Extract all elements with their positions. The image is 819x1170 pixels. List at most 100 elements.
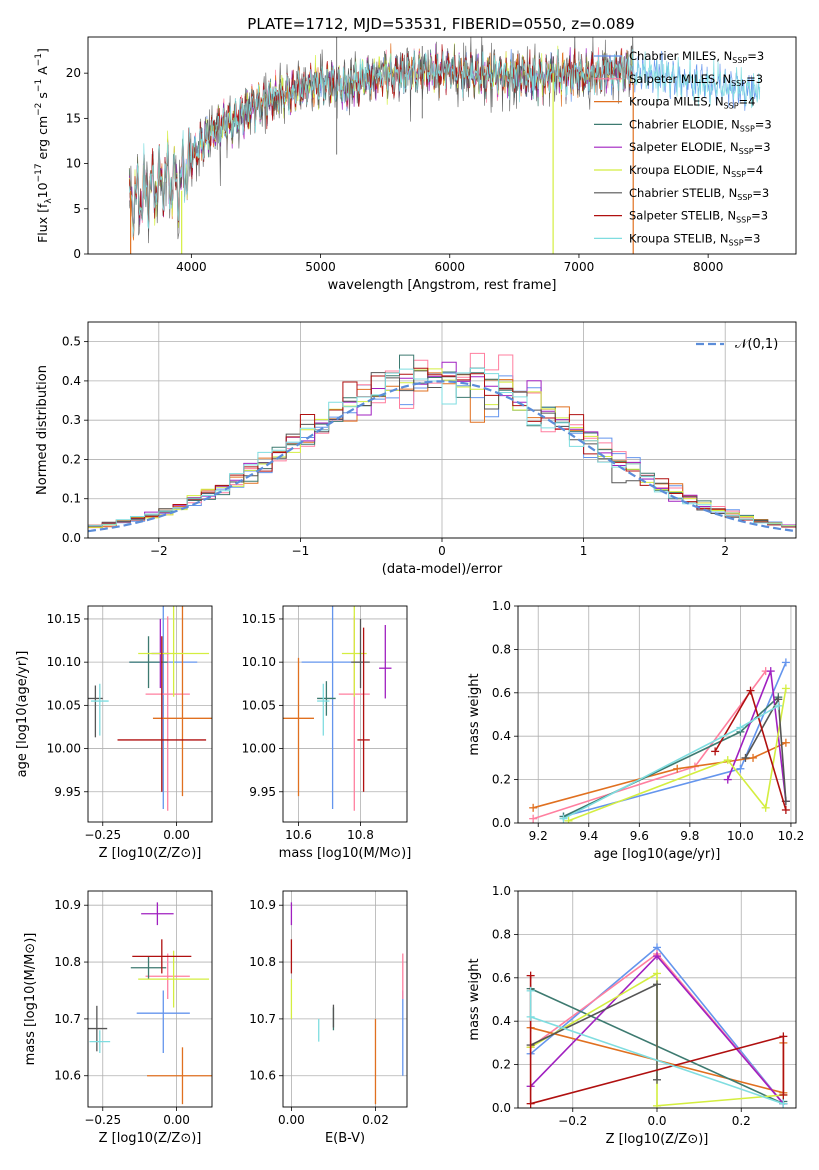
- x-axis-label: (data-model)/error: [382, 562, 503, 577]
- legend-label: Chabrier STELIB, NSSP=3: [629, 186, 769, 202]
- axes-frame: [87, 605, 213, 823]
- x-tick-label: 7000: [564, 260, 595, 274]
- legend-label-sub: SSP: [739, 147, 754, 156]
- legend-label-sub: SSP: [731, 170, 746, 179]
- y-axis-label: mass [log10(M/M⊙)]: [23, 933, 38, 1066]
- weight-line: [568, 688, 787, 822]
- y-tick-label: 0.0: [492, 816, 511, 830]
- y-tick-label: 0.4: [62, 374, 81, 388]
- legend-label: Chabrier MILES, NSSP=3: [629, 49, 764, 65]
- legend-label-text: Chabrier MILES, N: [629, 49, 732, 63]
- y-tick-label: 10.05: [242, 698, 276, 712]
- legend-label: Salpeter MILES, NSSP=3: [629, 72, 763, 88]
- x-tick-label: 8000: [693, 260, 724, 274]
- y-tick-label: 10.05: [47, 698, 81, 712]
- weight-line: [563, 705, 779, 820]
- x-tick-label: −0.25: [84, 1113, 121, 1127]
- legend-label: 𝒩(0,1): [735, 337, 778, 352]
- age-vs-metallicity-panel: −0.25 0.00 9.95 10.00 10.05 10.10 10.15 Z [log1…: [15, 605, 213, 861]
- x-tick-label: 1: [580, 544, 588, 558]
- grid: [283, 891, 407, 1107]
- gaussian-curve: [88, 380, 794, 533]
- x-axis-label: age [log10(age/yr)]: [594, 847, 721, 862]
- y-tick-label: 10.8: [54, 955, 81, 969]
- mass-vs-extinction-panel: 0.00 0.02 10.6 10.7 10.8 10.9 E(B-V): [249, 890, 408, 1146]
- mass-weight-vs-metallicity-panel: −0.2 0.0 0.2 0.0 0.2 0.4 0.6 0.8 1.0 Z [log10(Z/Z…: [467, 884, 797, 1147]
- y-tick-label: 10.15: [47, 612, 81, 626]
- plot-area: [290, 902, 404, 1105]
- legend-label-text: Salpeter ELODIE, N: [629, 140, 739, 154]
- axes-frame: [282, 605, 408, 823]
- y-axis-label: Flux [fλ10−17 erg cm−2 s−1 A−1]: [34, 48, 54, 243]
- y-axis-label-part: 10: [35, 182, 50, 198]
- y-tick-label: 0.0: [62, 531, 81, 545]
- y-tick-label: 0.4: [492, 1014, 511, 1028]
- y-tick-label: 5: [73, 202, 81, 216]
- plot-area: [88, 606, 212, 811]
- legend-label: Kroupa STELIB, NSSP=3: [629, 231, 760, 247]
- legend-label-suffix: =4: [746, 163, 763, 177]
- x-tick-label: 0.00: [163, 828, 190, 842]
- y-tick-label: 15: [66, 111, 81, 125]
- y-tick-label: 0.2: [492, 773, 511, 787]
- legend-label-suffix: =3: [746, 72, 763, 86]
- axes-frame: [87, 36, 797, 255]
- y-tick-label: 0.2: [492, 1058, 511, 1072]
- legend: 𝒩(0,1): [696, 337, 778, 352]
- y-axis-label-part: −2: [34, 103, 44, 116]
- y-axis-label-part: −1: [34, 79, 44, 92]
- y-axis-label-part: erg cm: [35, 116, 50, 164]
- x-axis-label: Z [log10(Z/Z⊙)]: [99, 846, 202, 861]
- x-tick-label: 10.2: [778, 829, 805, 843]
- x-tick-label: 9.6: [630, 829, 649, 843]
- y-tick-label: 10.9: [249, 898, 276, 912]
- y-tick-label: 1.0: [492, 884, 511, 898]
- x-tick-label: −1: [292, 544, 310, 558]
- legend-label-text: Kroupa STELIB, N: [629, 231, 729, 245]
- grid: [88, 891, 212, 1107]
- legend-label-sub: SSP: [724, 102, 739, 111]
- y-axis-label: mass weight: [467, 958, 482, 1040]
- histogram-step: [88, 368, 796, 538]
- y-tick-label: 0.6: [492, 971, 511, 985]
- y-axis-label: Normed distribution: [35, 365, 50, 495]
- legend-label-sub: SSP: [736, 216, 751, 225]
- ticks: −0.25 0.00 9.95 10.00 10.05 10.10 10.15: [47, 612, 190, 842]
- residuals-panel: −2 −1 0 1 2 0.0 0.1 0.2 0.3 0.4 0.5 (data-model)/er…: [35, 321, 797, 577]
- mass-vs-metallicity-panel: −0.25 0.00 10.6 10.7 10.8 10.9 Z [log10(Z/Z⊙)]…: [23, 890, 213, 1146]
- legend-label-text: Salpeter STELIB, N: [629, 209, 736, 223]
- y-tick-label: 10.7: [249, 1012, 276, 1026]
- x-tick-label: 10.8: [347, 828, 374, 842]
- x-axis-label: Z [log10(Z/Z⊙)]: [99, 1131, 202, 1146]
- y-tick-label: 10.8: [249, 955, 276, 969]
- y-tick-label: 9.95: [249, 785, 276, 799]
- plot-area: [529, 658, 790, 823]
- axes-frame: [517, 605, 797, 824]
- legend-label: Kroupa MILES, NSSP=4: [629, 95, 755, 111]
- y-tick-label: 0.4: [492, 729, 511, 743]
- x-tick-label: 9.2: [529, 829, 548, 843]
- y-tick-label: 0.1: [62, 492, 81, 506]
- legend-label: Chabrier ELODIE, NSSP=3: [629, 117, 772, 133]
- spectrum-panel: 4000 5000 6000 7000 8000 0 5 10 15 20 wavelength […: [34, 36, 797, 293]
- x-axis-label: E(B-V): [325, 1131, 365, 1146]
- y-axis-label-part: −1: [34, 53, 44, 66]
- axes-frame: [517, 890, 797, 1109]
- legend-label-text: Chabrier STELIB, N: [629, 186, 737, 200]
- legend-label-sub: SSP: [732, 56, 747, 65]
- y-axis-label-part: −17: [34, 163, 44, 182]
- weight-line: [532, 670, 767, 820]
- y-axis-label: mass weight: [467, 673, 482, 755]
- y-tick-label: 20: [66, 66, 81, 80]
- y-tick-label: 10.10: [47, 655, 81, 669]
- legend-label-suffix: =3: [752, 186, 769, 200]
- y-tick-label: 9.95: [54, 785, 81, 799]
- x-axis-label: Z [log10(Z/Z⊙)]: [606, 1132, 709, 1147]
- mass-weight-vs-age-panel: 9.2 9.4 9.6 9.8 10.0 10.2 0.0 0.2 0.4 0.6 0.8 1.0 ag…: [467, 599, 804, 862]
- x-tick-label: 10.6: [285, 828, 312, 842]
- y-axis-label: age [log10(age/yr)]: [15, 651, 30, 778]
- y-axis-label-part: ]: [35, 48, 50, 53]
- x-tick-label: −0.25: [84, 828, 121, 842]
- y-tick-label: 10.6: [249, 1069, 276, 1083]
- y-tick-label: 0.8: [492, 927, 511, 941]
